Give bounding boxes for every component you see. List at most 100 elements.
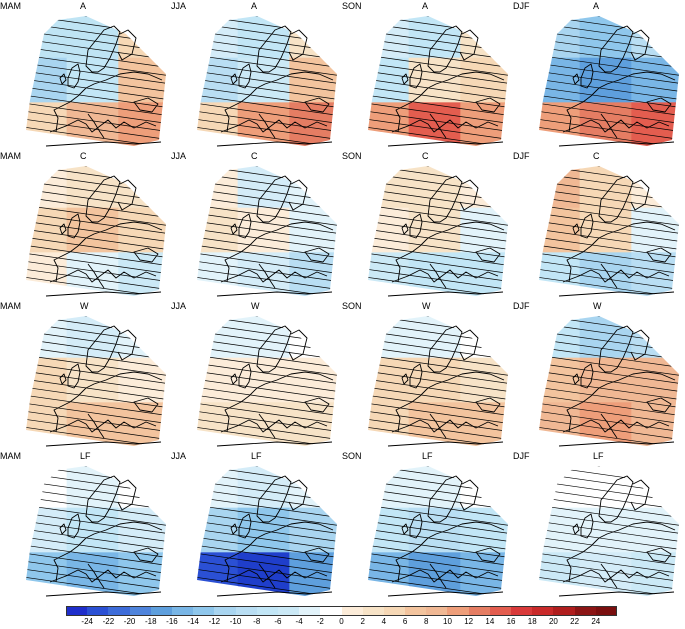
anomaly-field-cell [460,357,508,405]
significance-hatch [197,345,337,369]
significance-hatch [539,235,679,259]
colorbar-swatch [299,606,321,616]
map-panel: DJF LF [513,450,684,600]
coastline [459,29,479,61]
significance-hatch [368,466,508,471]
colorbar-tick-label: 14 [485,617,495,626]
coastline [133,97,159,113]
significance-hatch [539,567,679,591]
anomaly-field-cell [26,102,69,146]
coastline [646,97,672,113]
anomaly-field-cell [197,16,240,60]
significance-hatch [539,503,679,527]
significance-hatch [539,519,679,543]
map-panel: DJF W [513,300,684,450]
significance-hatch [539,93,679,117]
coastline [87,263,105,289]
significance-hatch [368,227,508,251]
significance-hatch [368,61,508,85]
colorbar-tick-label: 0 [339,617,344,626]
significance-hatch [26,53,166,77]
coastline [600,113,618,139]
significance-hatch [539,166,679,171]
colorbar-swatch [532,606,554,616]
colorbar-swatch [405,606,427,616]
anomaly-field-cell [118,207,166,255]
significance-hatch [197,16,337,21]
anomaly-field-cell [289,102,337,146]
significance-hatch [26,85,166,109]
coastline [288,29,308,61]
map-panel: SON A [342,0,513,150]
significance-hatch [539,195,679,219]
coastline [256,325,292,373]
significance-hatch [539,535,679,559]
significance-hatch [197,195,337,219]
weather-type-label: C [422,151,429,161]
coastline [258,263,276,289]
weather-type-label: C [80,151,87,161]
colorbar-swatch [383,606,406,616]
coastline [646,247,672,263]
significance-hatch [26,203,166,227]
significance-hatch [368,385,508,409]
anomaly-field-cell [197,466,240,510]
anomaly-field-cell [631,316,679,360]
coastline [427,175,463,223]
coastline [395,71,505,133]
anomaly-field-cell [237,252,292,296]
europe-map [539,466,679,597]
anomaly-field-cell [26,16,69,60]
significance-hatch [368,361,508,385]
significance-hatch [26,353,166,377]
colorbar-swatch [426,606,448,616]
significance-hatch [539,85,679,109]
colorbar-swatch [66,606,88,616]
map-panel: MAM A [0,0,171,150]
coastline [566,521,676,583]
coastline [387,141,504,147]
coastline [558,591,675,597]
map-panel: JJA C [171,150,342,300]
coastline [49,119,157,133]
anomaly-field-cell [631,57,679,105]
map-panel: SON LF [342,450,513,600]
colorbar-swatch [341,606,364,616]
weather-type-label: LF [593,451,604,461]
colorbar-tick-label: 12 [464,617,474,626]
significance-hatch [368,353,508,377]
coastline [600,413,618,439]
anomaly-field-cell [631,16,679,60]
coastline [427,25,463,73]
anomaly-field-cell [539,402,582,446]
significance-hatch [197,466,337,471]
anomaly-field-cell [368,16,411,60]
coastline [117,179,137,211]
significance-hatch [197,503,337,527]
coastline [230,513,252,539]
significance-hatch [26,166,166,171]
anomaly-field-cell [197,316,240,360]
colorbar-legend: -24 -22 -20 -18 -16 -14 -12 -10 -8 -6 -4 -2 0 2 4 6 8 10 1… [66,606,618,626]
coastline [387,441,504,447]
colorbar-frame [66,606,617,616]
colorbar-swatch [447,606,470,616]
colorbar-tick-label: -8 [253,617,261,626]
significance-hatch [368,495,508,519]
coastline [256,475,292,523]
coastline [53,371,163,433]
significance-hatch [368,243,508,267]
anomaly-field-cell [460,402,508,446]
coastline [224,371,334,433]
significance-hatch [197,93,337,117]
coastline [558,141,675,147]
anomaly-field-cell [368,552,411,596]
significance-hatch [368,101,508,125]
coastline [401,513,423,539]
colorbar-tick-label: 22 [570,617,580,626]
coastline [59,363,81,389]
colorbar-tick-label: -20 [123,617,136,626]
significance-hatch [26,227,166,251]
coastline [475,397,501,413]
significance-hatch [539,316,679,321]
